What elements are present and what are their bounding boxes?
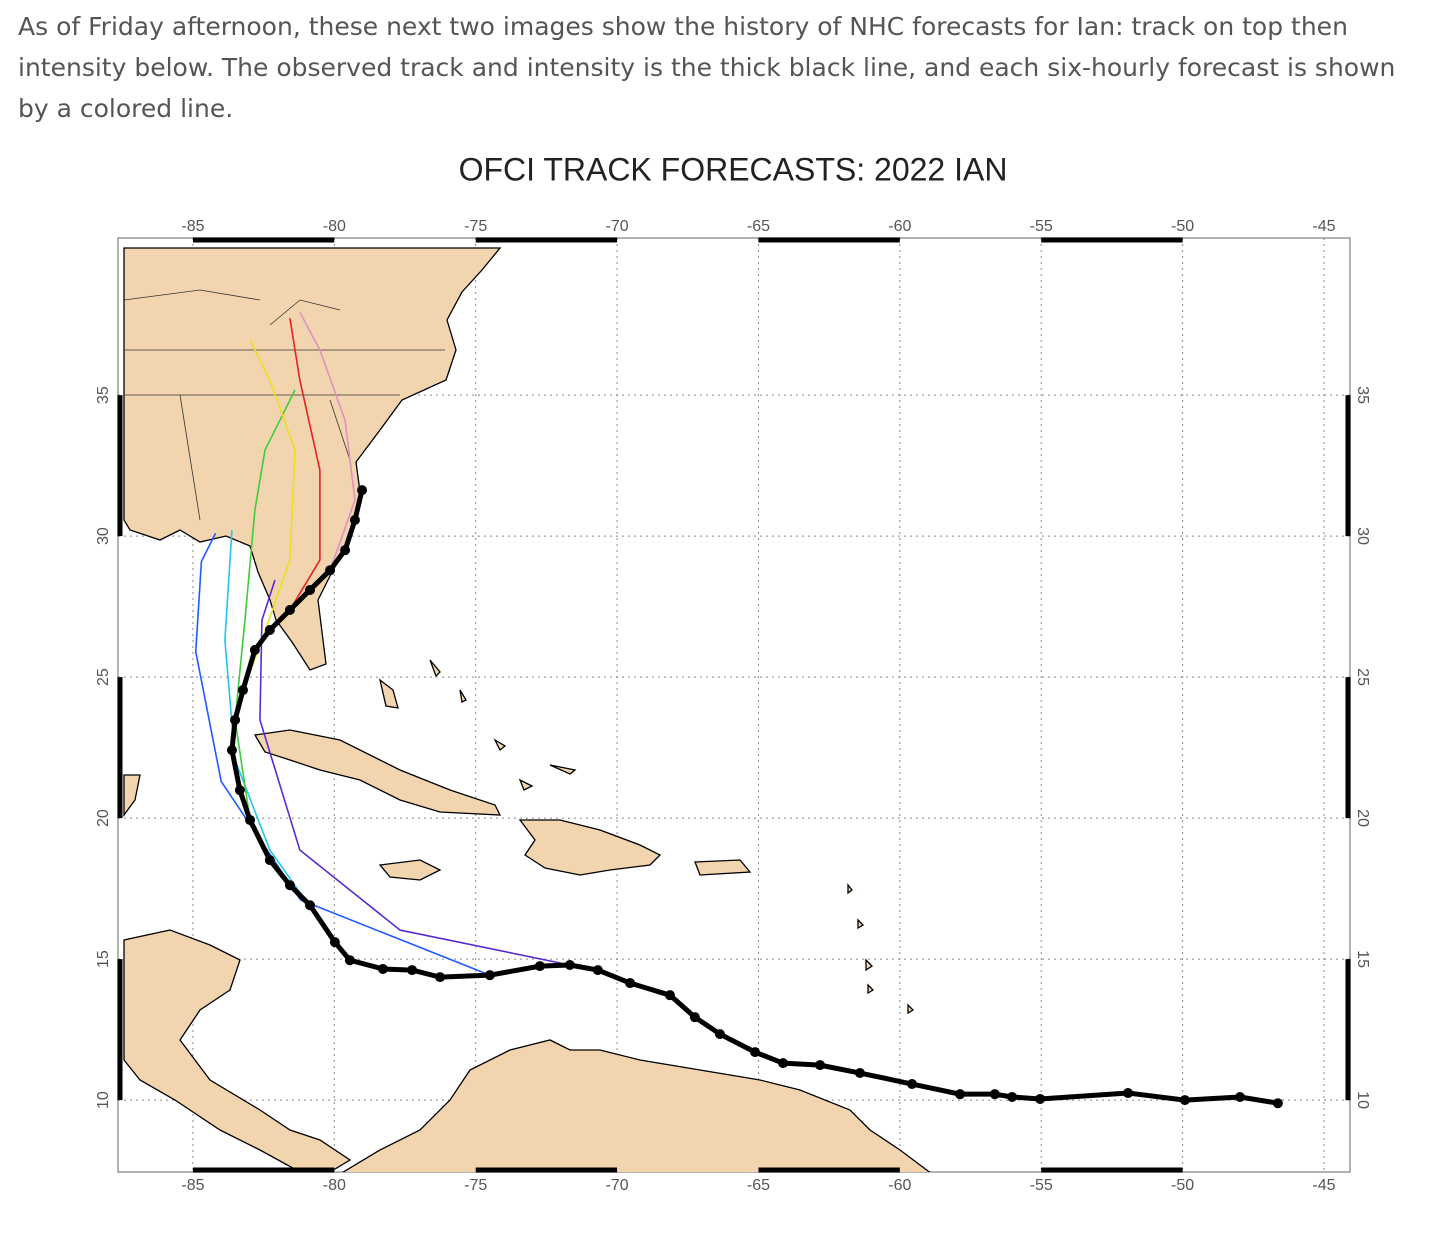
north-america (123, 247, 502, 671)
track-point (377, 963, 388, 974)
track-point (325, 565, 336, 576)
track-point (349, 515, 360, 526)
track-point (407, 965, 418, 976)
track-point (1235, 1091, 1246, 1102)
y-tick-label: 10 (1354, 1091, 1371, 1109)
track-point (564, 960, 575, 971)
x-tick-label: -75 (464, 218, 487, 235)
track-point (304, 584, 315, 595)
track-point (854, 1068, 865, 1079)
intro-paragraph: As of Friday afternoon, these next two i… (18, 12, 1396, 123)
track-point (237, 685, 248, 696)
track-point (715, 1029, 726, 1040)
track-point (344, 955, 355, 966)
track-point (249, 645, 260, 656)
x-tick-label: -50 (1171, 218, 1194, 235)
track-point (284, 880, 295, 891)
x-tick-label: -60 (888, 218, 911, 235)
track-point (264, 624, 275, 635)
forecast-track (194, 532, 491, 976)
y-tick-label: 25 (1354, 668, 1371, 686)
x-tick-label: -75 (464, 1177, 487, 1194)
x-tick-label: -70 (606, 1177, 629, 1194)
mexico (123, 774, 141, 817)
y-tick-label: 25 (95, 668, 112, 686)
x-tick-label: -80 (323, 218, 346, 235)
state-lines (123, 289, 445, 521)
track-point (664, 990, 675, 1001)
track-point (226, 745, 237, 756)
x-tick-label: -60 (888, 1177, 911, 1194)
track-point (625, 978, 636, 989)
x-tick-label: -70 (606, 218, 629, 235)
x-tick-label: -45 (1312, 1177, 1335, 1194)
track-point (357, 485, 368, 496)
y-tick-label: 20 (1354, 809, 1371, 827)
track-point (340, 545, 351, 556)
forecast-track (289, 317, 321, 611)
track-point (264, 855, 275, 866)
y-tick-label: 20 (95, 809, 112, 827)
central-america (123, 929, 352, 1172)
y-tick-label: 15 (95, 950, 112, 968)
tracks (194, 311, 1283, 1109)
x-tick-label: -65 (747, 1177, 770, 1194)
track-point (1123, 1088, 1134, 1099)
bahamas (378, 659, 577, 791)
x-tick-label: -45 (1312, 218, 1335, 235)
track-point (435, 972, 446, 983)
x-tick-label: -80 (323, 1177, 346, 1194)
forecast-track (234, 389, 296, 821)
chart-title: OFCI TRACK FORECASTS: 2022 IAN (459, 151, 1008, 187)
x-tick-label: -55 (1030, 218, 1053, 235)
track-point (906, 1079, 917, 1090)
x-tick-label: -65 (747, 218, 770, 235)
track-point (689, 1012, 700, 1023)
cuba (253, 729, 502, 816)
y-tick-label: 30 (1354, 527, 1371, 545)
track-point (329, 937, 340, 948)
track-point (815, 1060, 826, 1071)
track-point (284, 604, 295, 615)
land (123, 247, 931, 1172)
track-point (534, 961, 545, 972)
track-point (484, 970, 495, 981)
x-tick-label: -50 (1171, 1177, 1194, 1194)
track-point (1179, 1095, 1190, 1106)
y-tick-label: 30 (95, 527, 112, 545)
y-tick-label: 10 (95, 1091, 112, 1109)
track-point (245, 815, 256, 826)
track-point (1035, 1093, 1046, 1104)
track-point (230, 714, 241, 725)
puerto-rico (694, 859, 752, 876)
track-point (989, 1089, 1000, 1100)
track-point (750, 1047, 761, 1058)
hispaniola (518, 819, 662, 876)
track-point (955, 1089, 966, 1100)
track-point (234, 785, 245, 796)
forecast-track (299, 311, 356, 571)
y-tick-label: 15 (1354, 950, 1371, 968)
jamaica (378, 859, 442, 881)
y-tick-label: 35 (95, 386, 112, 404)
track-point (1007, 1091, 1018, 1102)
x-tick-label: -55 (1030, 1177, 1053, 1194)
y-tick-label: 35 (1354, 386, 1371, 404)
x-tick-label: -85 (181, 218, 204, 235)
track-point (304, 900, 315, 911)
forecast-track (259, 579, 571, 966)
x-tick-label: -85 (181, 1177, 204, 1194)
lesser-antilles (847, 883, 915, 1015)
track-point (1272, 1098, 1283, 1109)
track-point (778, 1058, 789, 1069)
track-point (592, 965, 603, 976)
south-america (342, 1039, 931, 1172)
